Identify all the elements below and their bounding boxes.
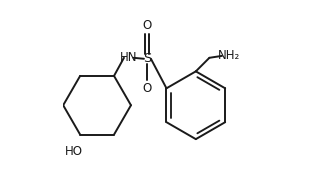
Text: S: S (143, 52, 152, 65)
Text: HN: HN (120, 51, 138, 64)
Text: O: O (143, 82, 152, 95)
Text: HO: HO (65, 145, 83, 158)
Text: NH₂: NH₂ (218, 49, 240, 62)
Text: O: O (143, 19, 152, 32)
